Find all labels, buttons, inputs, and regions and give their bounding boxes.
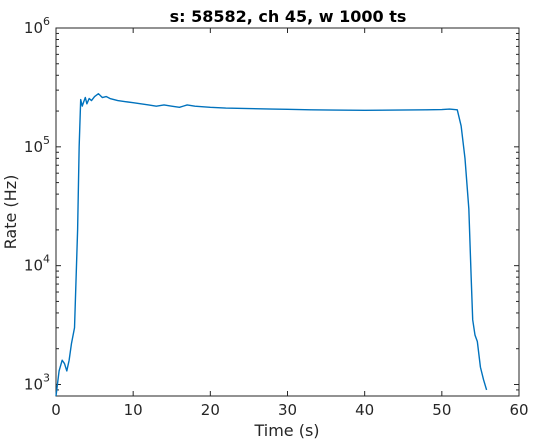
y-tick-label: 106 [24,15,50,37]
y-tick-label-exponent: 5 [43,134,50,147]
plot-area-frame [55,27,520,397]
y-tick-label-base: 10 [24,138,43,156]
x-tick-label: 50 [432,401,451,419]
x-axis-ticks: 0 10 20 30 40 50 60 [51,28,529,419]
y-tick-label: 104 [24,253,50,275]
x-tick-label: 60 [509,401,528,419]
y-tick-label-base: 10 [24,19,43,37]
y-tick-label: 105 [24,134,50,156]
y-tick-label-exponent: 3 [43,371,50,384]
x-axis-label: Time (s) [253,421,319,440]
y-tick-label: 103 [24,371,50,393]
x-tick-label: 10 [124,401,143,419]
x-tick-label: 0 [51,401,61,419]
y-tick-label-base: 10 [24,375,43,393]
series-group [55,92,488,397]
y-tick-label-exponent: 4 [43,253,50,266]
chart-title: s: 58582, ch 45, w 1000 ts [170,7,407,26]
y-tick-label-base: 10 [24,257,43,275]
y-axis-label: Rate (Hz) [1,175,20,250]
y-tick-label-exponent: 6 [43,15,50,28]
x-tick-label: 30 [278,401,297,419]
x-tick-label: 40 [355,401,374,419]
x-tick-label: 20 [201,401,220,419]
rate-series-line [55,92,488,397]
